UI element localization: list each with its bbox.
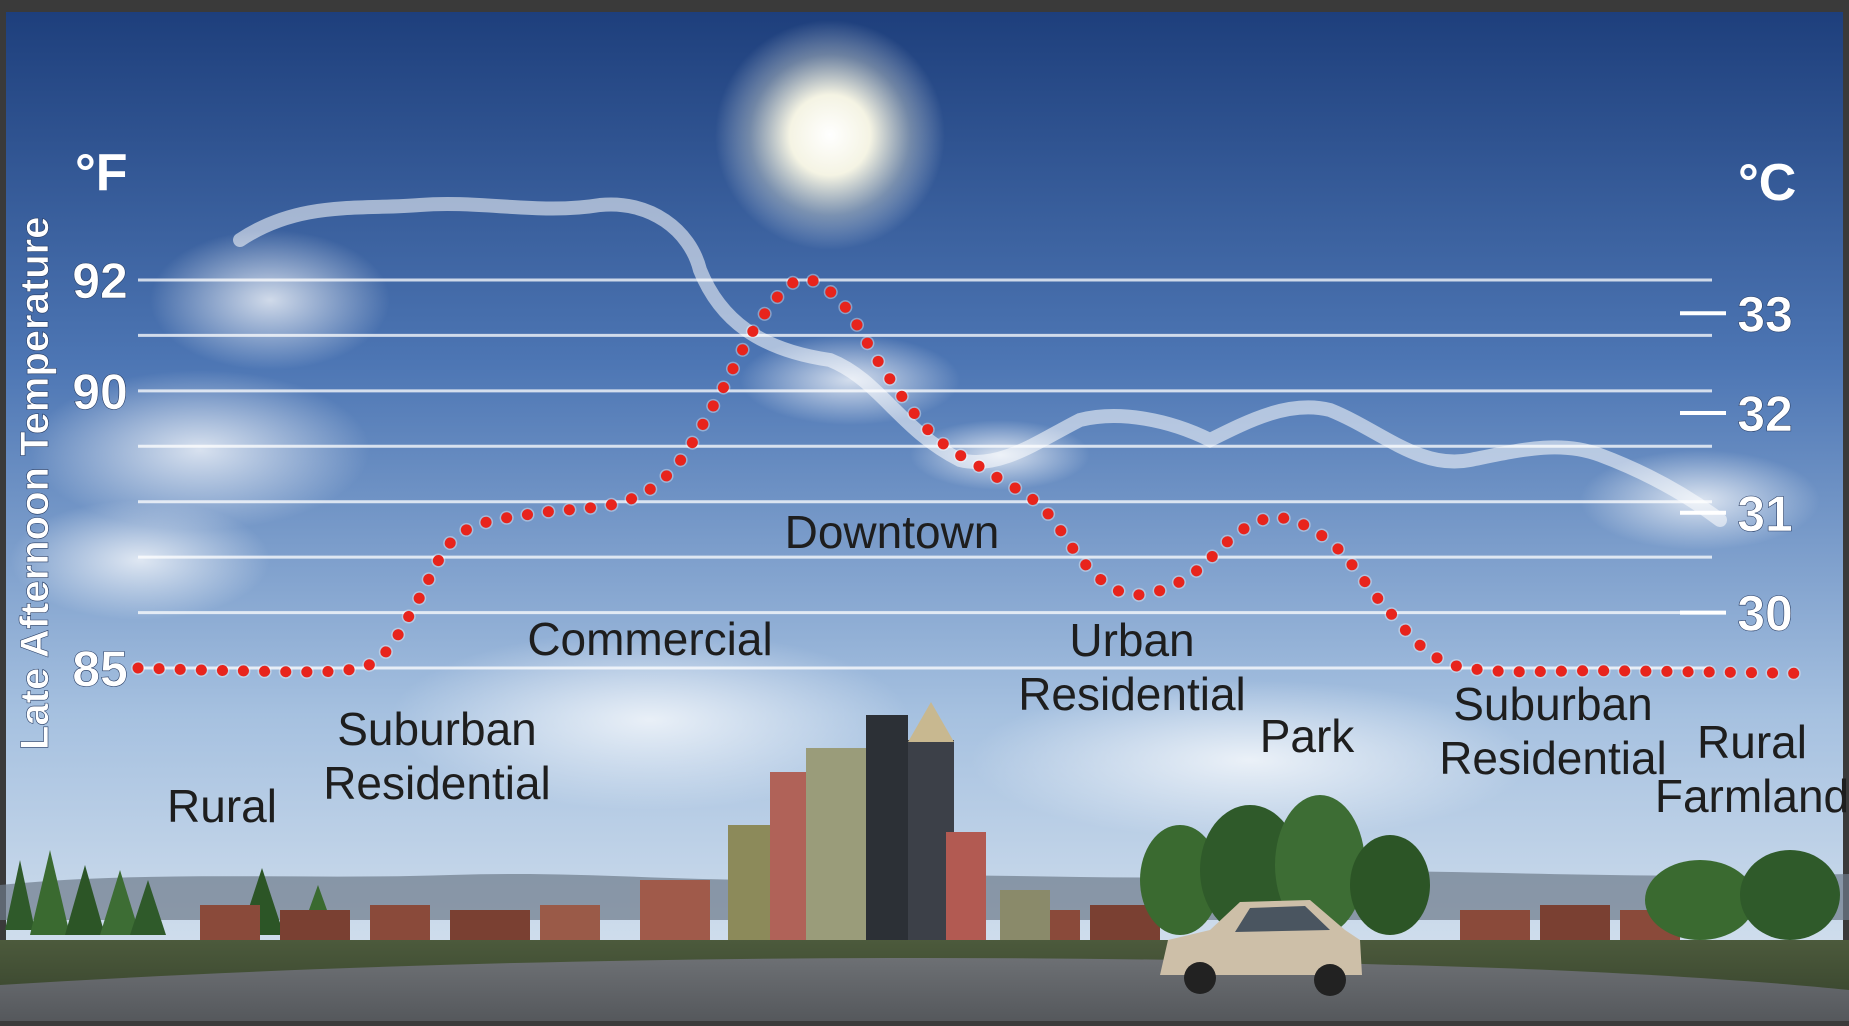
cloud-puff [910,420,1090,490]
sun-icon [715,20,945,250]
road [0,957,1849,1021]
car [1160,900,1362,996]
clouds [10,196,1820,840]
cloud-puff [10,500,270,620]
zone-label-line: Rural [1697,716,1807,768]
y-tick-label-celsius: 33 [1737,286,1793,342]
cloud-puff [390,630,910,810]
cloud-puff [740,335,960,425]
zone-label-line: Park [1260,710,1356,762]
zone-label-line: Downtown [785,506,1000,558]
unit-celsius-label: °C [1738,154,1796,212]
cloud-puff [30,370,370,530]
zone-label-line: Farmland [1655,770,1849,822]
zone-label-line: Residential [1018,668,1246,720]
y-tick-label-celsius: 32 [1737,386,1793,442]
axes: Late Afternoon Temperature °F °C 85 90 92 3… [13,144,1797,750]
zone-label: Urban Residential [1018,614,1246,720]
zone-label: Suburban Residential [323,703,551,809]
y-tick-label-celsius: 30 [1737,586,1793,642]
y-tick-label-fahrenheit: 92 [72,253,128,309]
series-line [132,273,1818,680]
unit-fahrenheit-label: °F [75,144,128,202]
cloud-puff [1580,450,1820,550]
zone-label-line: Urban [1069,614,1194,666]
temperature-series [131,272,1819,681]
zone-label-line: Commercial [527,613,772,665]
zone-label: Park [1260,710,1356,762]
zone-label: Downtown [785,506,1000,558]
y-tick-label-fahrenheit: 90 [72,364,128,420]
zone-label-line: Suburban [337,703,537,755]
y-axis-label: Late Afternoon Temperature [13,217,57,750]
gridlines [138,278,1712,670]
zone-label-line: Residential [1439,732,1667,784]
y-tick-label-celsius: 31 [1737,486,1793,542]
downtown-buildings [640,702,1050,950]
zone-label-line: Residential [323,757,551,809]
zone-label-line: Suburban [1453,678,1653,730]
cloud-puff [150,230,390,370]
zone-label: Commercial [527,613,772,665]
zone-label-line: Rural [167,780,277,832]
landscape [0,702,1849,1021]
zone-label: Rural [167,780,277,832]
zone-label: Suburban Residential [1439,678,1667,784]
cloud-puff [970,680,1530,840]
zone-label: Rural Farmland [1655,716,1849,822]
y-tick-label-fahrenheit: 85 [72,641,128,697]
